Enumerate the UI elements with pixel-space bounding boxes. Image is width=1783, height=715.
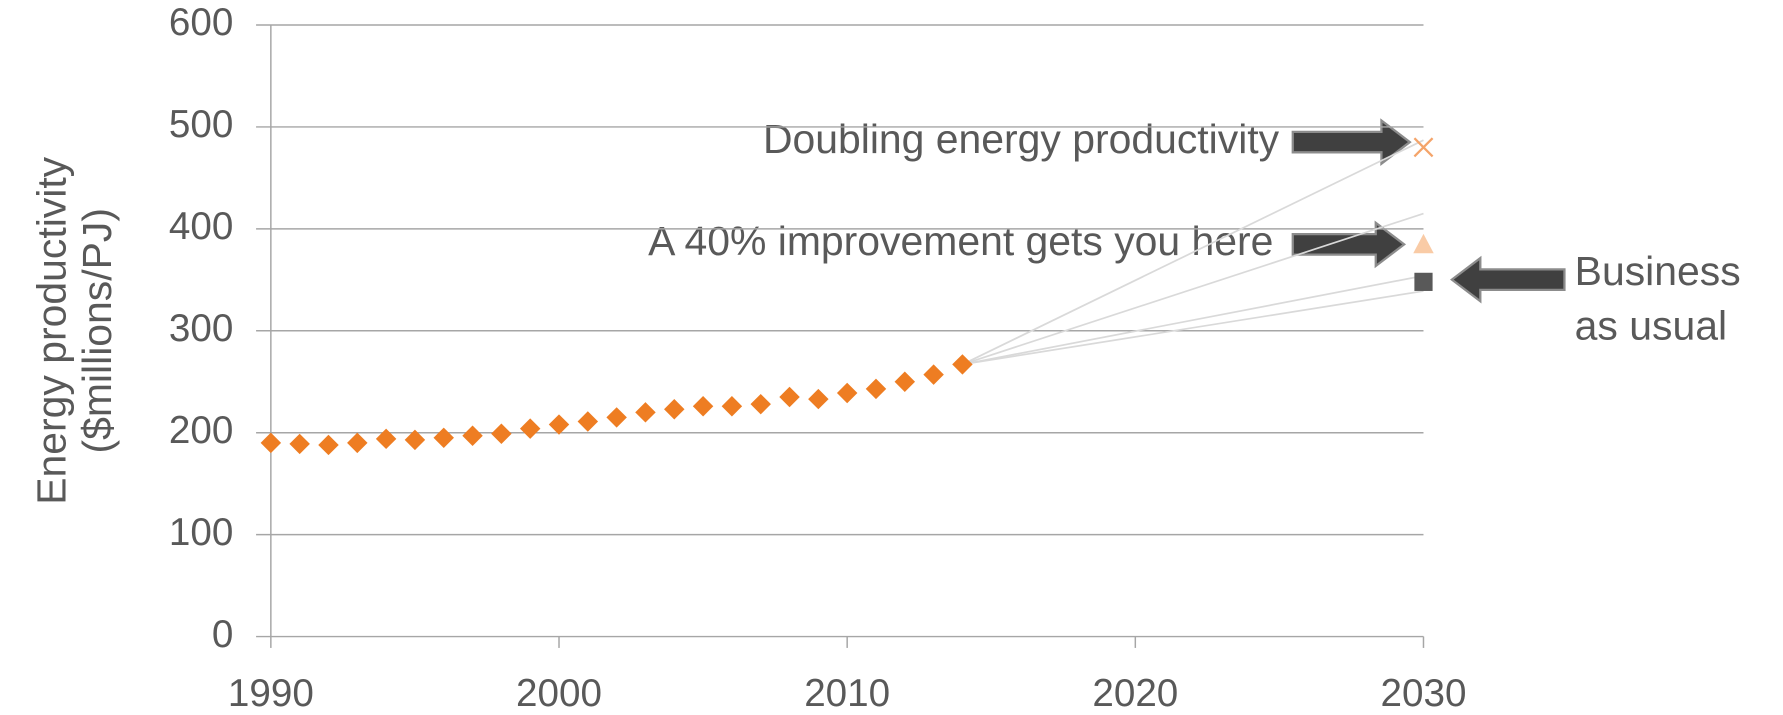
y-tick-label: 200: [169, 409, 233, 452]
trend-line: [962, 139, 1424, 366]
point: [865, 378, 887, 400]
point: [260, 432, 282, 454]
x-tick-label: 2030: [1381, 672, 1467, 715]
point: [491, 423, 512, 444]
y-tick-label: 600: [169, 1, 233, 44]
point: [606, 407, 627, 428]
point: [462, 425, 483, 447]
annotation: Business: [1575, 248, 1741, 294]
y-axis-label: Energy productivity: [29, 156, 75, 504]
y-axis-label: ($millions/PJ): [74, 208, 120, 453]
point: [433, 427, 454, 449]
trend-line: [962, 212, 1424, 366]
point: [836, 382, 858, 404]
x-tick-label: 2000: [516, 672, 602, 715]
point: [1414, 272, 1433, 291]
point: [1413, 137, 1434, 158]
point: [808, 388, 829, 410]
arrow: [1291, 220, 1407, 269]
annotation: A 40% improvement gets you here: [648, 218, 1273, 264]
point: [318, 434, 339, 456]
trend-line: [962, 274, 1424, 366]
point: [692, 395, 714, 417]
point: [289, 433, 310, 455]
y-tick-label: 300: [169, 307, 233, 350]
point: [375, 428, 397, 450]
point: [577, 411, 599, 432]
x-tick-label: 2010: [804, 672, 890, 715]
x-tick-label: 1990: [228, 672, 314, 715]
point: [952, 354, 973, 375]
y-tick-label: 400: [169, 205, 233, 248]
x-tick-label: 2020: [1092, 672, 1178, 715]
point: [1413, 233, 1434, 254]
annotation: Doubling energy productivity: [763, 116, 1280, 162]
arrow: [1450, 255, 1566, 304]
point: [519, 418, 541, 439]
point: [923, 364, 944, 385]
point: [750, 393, 771, 415]
y-tick-label: 0: [212, 613, 233, 656]
point: [721, 395, 743, 417]
y-tick-label: 100: [169, 511, 233, 554]
point: [664, 399, 685, 420]
annotation: as usual: [1575, 302, 1727, 348]
point: [404, 429, 426, 451]
trend-line: [962, 290, 1424, 366]
point: [548, 414, 570, 435]
point: [894, 371, 916, 392]
point: [635, 402, 656, 423]
y-tick-label: 500: [169, 103, 233, 146]
point: [779, 386, 800, 408]
point: [347, 432, 368, 454]
